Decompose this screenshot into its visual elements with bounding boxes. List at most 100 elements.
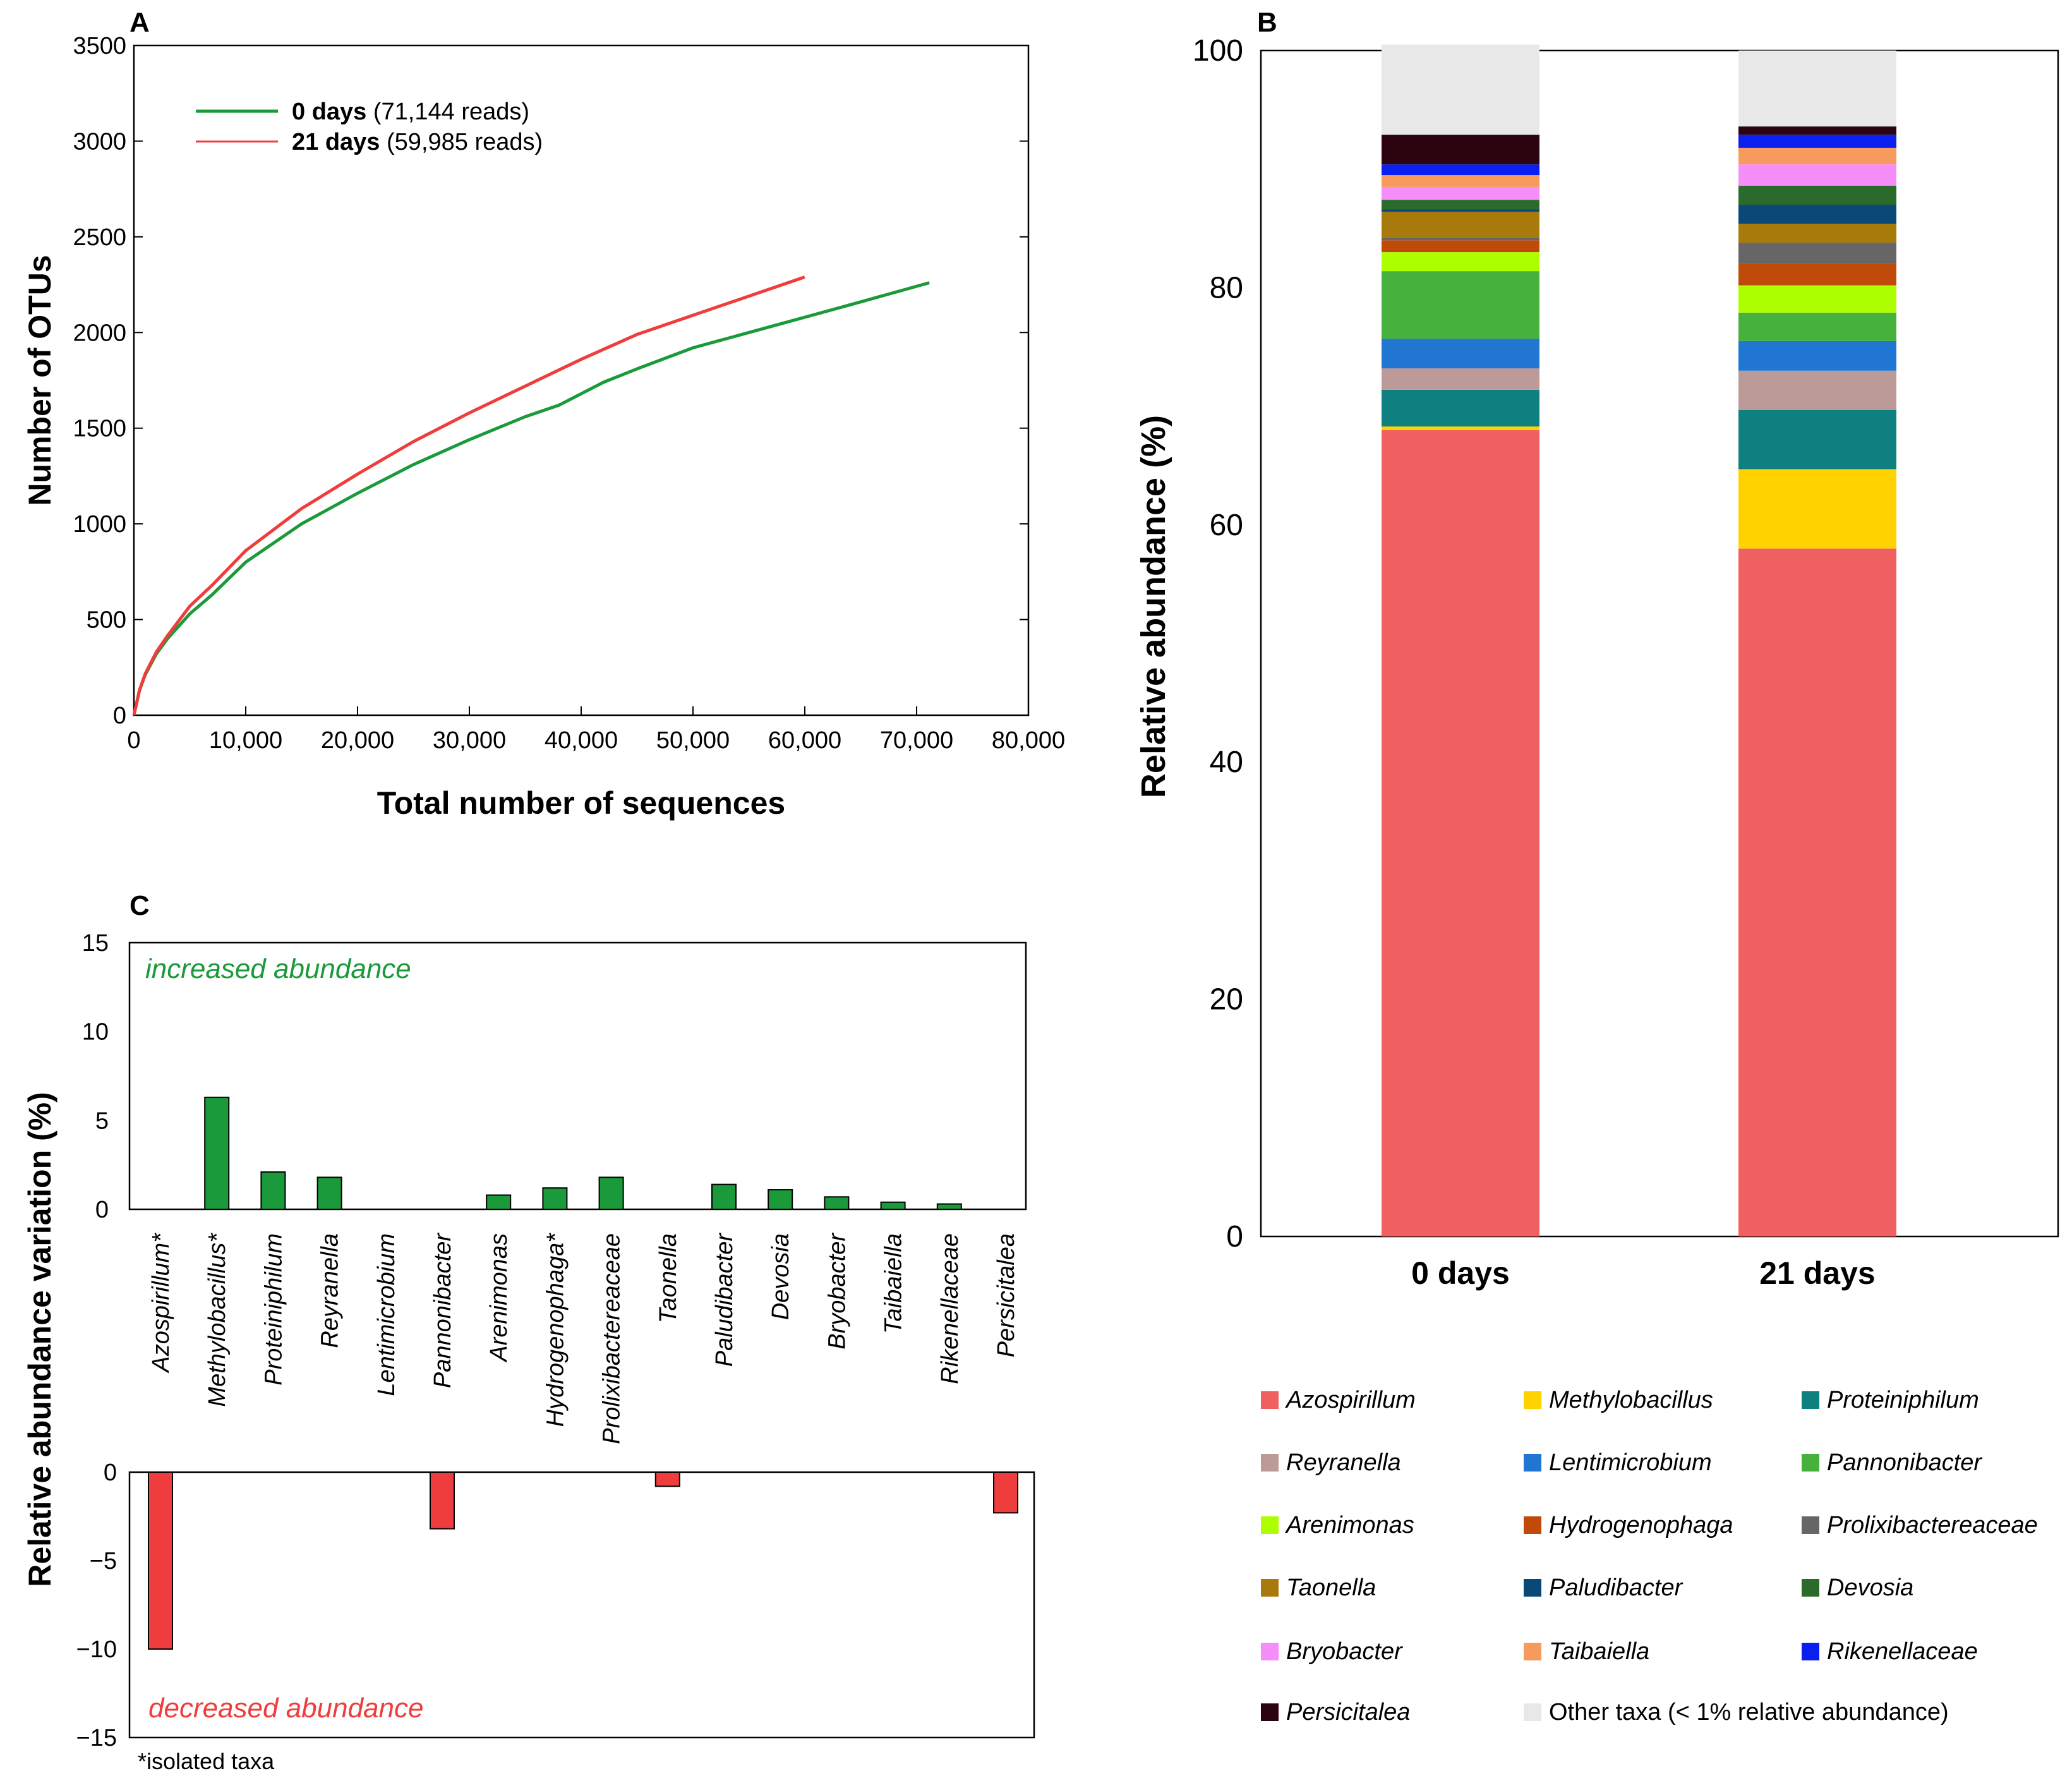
bar-increase-paludibacter: [711, 1183, 737, 1210]
panel-a-x-ticks: 0 10,000 20,000 30,000 40,000 50,000 60,000 70,…: [127, 706, 1065, 754]
stack-segment-prolixibactereaceae: [1382, 238, 1539, 241]
y-tick-label: 1000: [73, 511, 126, 538]
y-tick-label: 20: [1210, 983, 1243, 1017]
legend-swatch-methylobacillus: [1524, 1391, 1541, 1409]
y-tick-label: 1500: [73, 416, 126, 442]
y-tick-label: 2000: [73, 320, 126, 346]
legend-label-pannonibacter: Pannonibacter: [1827, 1449, 1982, 1476]
panel-a-series-lines: [132, 275, 930, 716]
stack-segment-pannonibacter: [1382, 271, 1539, 339]
panel-letter-a: A: [130, 7, 150, 38]
taxon-label-lentimicrobium: Lentimicrobium: [373, 1233, 400, 1396]
stack-segment-rikenellaceae: [1382, 164, 1539, 176]
panel-a-y-ticks: 0 500 1000 1500 2000 2500 3000 3500: [73, 33, 1028, 729]
legend-label-paludibacter: Paludibacter: [1549, 1574, 1684, 1601]
stack-segment-taibaiella: [1738, 147, 1896, 165]
isolated-taxa-footnote: *isolated taxa: [138, 1748, 275, 1774]
y-tick-label-upper: 10: [82, 1019, 109, 1046]
y-tick-label: 2500: [73, 224, 126, 251]
x-category-label: 0 days: [1411, 1255, 1510, 1291]
y-tick-label-upper: 15: [82, 930, 109, 957]
legend-label-arenimonas: Arenimonas: [1285, 1512, 1414, 1538]
x-category-label: 21 days: [1759, 1255, 1875, 1291]
x-tick-label: 60,000: [768, 727, 841, 754]
panel-b-legend: Azospirillum Methylobacillus Proteiniphilu…: [1261, 1387, 2038, 1726]
y-tick-label-upper: 5: [95, 1108, 109, 1134]
taxon-label-methylobacillus: Methylobacillus*: [204, 1233, 231, 1407]
y-tick-label: 0: [1226, 1220, 1243, 1254]
legend-swatch-prolixibactereaceae: [1802, 1516, 1819, 1534]
bar-increase-rikenellaceae: [936, 1203, 962, 1211]
taxon-label-paludibacter: Paludibacter: [711, 1233, 738, 1367]
x-tick-label: 50,000: [656, 727, 730, 754]
legend-label-lentimicrobium: Lentimicrobium: [1549, 1449, 1712, 1476]
x-tick-label: 40,000: [545, 727, 618, 754]
panel-b-x-labels: 0 days 21 days: [1411, 1255, 1876, 1291]
bar-decrease-azospirillum: [148, 1472, 173, 1650]
legend-label-devosia: Devosia: [1827, 1574, 1913, 1601]
y-tick-label: 500: [87, 607, 126, 634]
bar-increase-bryobacter: [824, 1196, 850, 1210]
taxon-label-bryobacter: Bryobacter: [824, 1233, 850, 1350]
line-series-21-days: [132, 275, 805, 716]
x-tick-label: 30,000: [433, 727, 506, 754]
legend-label-methylobacillus: Methylobacillus: [1549, 1387, 1713, 1413]
stack-segment-paludibacter: [1382, 209, 1539, 212]
panel-c-y-ticks: 0 5 10 15 0 −5 −10 −15: [76, 930, 117, 1751]
panel-c-bars: [148, 1096, 1018, 1650]
bar-increase-reyranella: [316, 1176, 342, 1210]
taxon-label-azospirillum: Azospirillum*: [148, 1233, 174, 1374]
stack-segment-hydrogenophaga: [1738, 263, 1896, 286]
panel-b-stacked-bar-chart: B 0 20 40 60 80 100 0 days 21 days Relative ab…: [1135, 7, 2059, 1726]
stack-segment-bryobacter: [1738, 164, 1896, 186]
stack-segment-taonella: [1382, 212, 1539, 238]
decreased-abundance-label: decreased abundance: [148, 1693, 423, 1724]
y-tick-label: 0: [113, 703, 126, 729]
taxon-label-reyranella: Reyranella: [317, 1233, 344, 1348]
taxon-label-prolixibactereaceae: Prolixibactereaceae: [599, 1233, 625, 1444]
stack-segment-devosia: [1382, 200, 1539, 210]
legend-label-reyranella: Reyranella: [1286, 1449, 1401, 1476]
stack-segment-rikenellaceae: [1738, 135, 1896, 148]
stack-segment-lentimicrobium: [1738, 341, 1896, 371]
legend-swatch-devosia: [1802, 1579, 1819, 1597]
legend-label-taibaiella: Taibaiella: [1549, 1638, 1649, 1665]
stack-segment-pannonibacter: [1738, 312, 1896, 341]
legend-label-other-taxa-1-relative-abundance: Other taxa (< 1% relative abundance): [1549, 1699, 1949, 1726]
bar-increase-hydrogenophaga: [542, 1187, 568, 1210]
stack-segment-proteiniphilum: [1738, 409, 1896, 469]
stack-segment-persicitalea: [1738, 126, 1896, 135]
legend-label-0-days: 0 days (71,144 reads): [292, 99, 529, 125]
stack-segment-azospirillum: [1382, 430, 1539, 1236]
legend-swatch-rikenellaceae: [1802, 1643, 1819, 1660]
y-tick-label: 3500: [73, 33, 126, 59]
bar-decrease-taonella: [654, 1472, 680, 1487]
bar-increase-taibaiella: [880, 1201, 906, 1211]
legend-label-prolixibactereaceae: Prolixibactereaceae: [1827, 1512, 2038, 1538]
panel-letter-c: C: [130, 890, 150, 921]
x-tick-label: 0: [127, 727, 140, 754]
bar-decrease-persicitalea: [993, 1472, 1018, 1514]
legend-swatch-azospirillum: [1261, 1391, 1279, 1409]
legend-swatch-taonella: [1261, 1579, 1279, 1597]
stack-segment-paludibacter: [1738, 205, 1896, 224]
y-tick-label: 100: [1193, 34, 1243, 68]
legend-label-proteiniphilum: Proteiniphilum: [1827, 1387, 1979, 1413]
legend-label-bryobacter: Bryobacter: [1286, 1638, 1403, 1665]
y-tick-label-lower: −15: [76, 1725, 117, 1751]
taxon-label-proteiniphilum: Proteiniphilum: [260, 1233, 287, 1386]
y-tick-label: 40: [1210, 746, 1243, 779]
panel-b-y-axis-title: Relative abundance (%): [1135, 415, 1172, 798]
legend-swatch-persicitalea: [1261, 1703, 1279, 1721]
legend-label-21-days: 21 days (59,985 reads): [292, 129, 543, 155]
taxon-label-taonella: Taonella: [655, 1233, 682, 1323]
panel-a-legend: 0 days (71,144 reads) 21 days (59,985 re…: [196, 99, 543, 155]
stack-segment-arenimonas: [1382, 252, 1539, 272]
legend-swatch-paludibacter: [1524, 1579, 1541, 1597]
y-tick-label-lower: −10: [76, 1636, 117, 1663]
stack-segment-other-taxa-1-relative-abundance: [1738, 51, 1896, 127]
stack-segment-devosia: [1738, 185, 1896, 205]
panel-b-y-ticks: 0 20 40 60 80 100: [1193, 34, 1243, 1254]
stack-segment-lentimicrobium: [1382, 339, 1539, 369]
panel-c-y-axis-title: Relative abundance variation (%): [22, 1092, 57, 1587]
